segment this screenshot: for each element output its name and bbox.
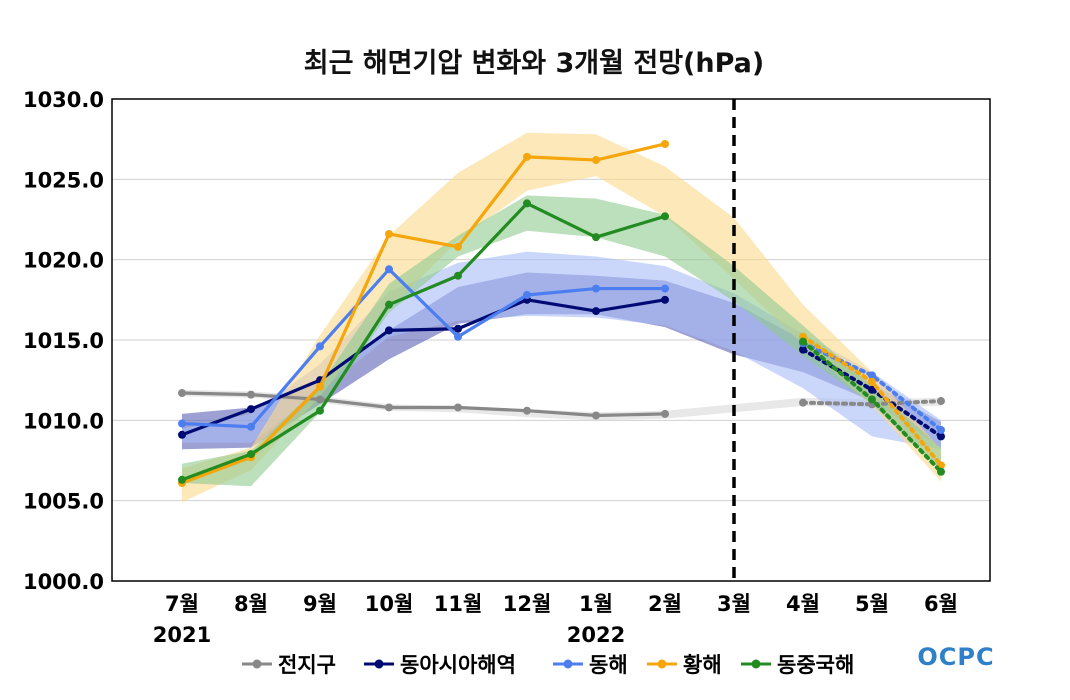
data-point: [661, 409, 669, 418]
data-point: [937, 425, 945, 434]
logo-text: OCPC: [917, 643, 994, 671]
series-line: [181, 298, 666, 437]
x-tick-label: 12월: [503, 592, 552, 616]
x-year-label: 2022: [567, 623, 625, 647]
data-point: [868, 377, 876, 386]
data-point: [937, 467, 945, 476]
y-tick-label: 1000.0: [23, 570, 104, 594]
legend-marker: [657, 659, 667, 669]
series-group: [178, 199, 945, 484]
x-tick-label: 9월: [303, 592, 337, 616]
x-tick-label: 7월: [165, 592, 199, 616]
data-point: [661, 295, 669, 304]
data-point: [316, 395, 324, 404]
data-point: [592, 411, 600, 420]
data-point: [247, 405, 255, 414]
data-point: [523, 199, 531, 208]
x-tick-label: 2월: [648, 592, 682, 616]
data-point: [592, 233, 600, 242]
series-group: [178, 265, 945, 434]
plot-frame: [111, 98, 991, 582]
data-point: [178, 419, 186, 428]
data-point: [385, 326, 393, 335]
data-point: [454, 271, 462, 280]
legend-marker: [751, 659, 761, 669]
legend-label: 동아시아해역: [400, 653, 516, 677]
legend-marker: [563, 659, 573, 669]
data-point: [247, 422, 255, 431]
data-point: [178, 430, 186, 439]
data-point: [799, 398, 807, 407]
y-tick-label: 1020.0: [23, 249, 104, 273]
legend-marker: [252, 659, 262, 669]
series-group: [178, 389, 945, 420]
y-tick-label: 1025.0: [23, 168, 104, 192]
data-point: [661, 284, 669, 293]
confidence-band: [182, 132, 941, 503]
confidence-band: [182, 195, 941, 487]
data-point: [454, 242, 462, 251]
ocpc-logo: OCPC: [917, 643, 994, 671]
data-point: [799, 345, 807, 354]
chart-title: 최근 해면기압 변화와 3개월 전망(hPa): [304, 48, 765, 79]
x-tick-label: 8월: [234, 592, 268, 616]
data-point: [385, 403, 393, 412]
data-point: [592, 307, 600, 316]
x-tick-label: 10월: [365, 592, 414, 616]
series-line: [181, 391, 666, 418]
data-point: [937, 397, 945, 406]
legend: 전지구 동아시아해역 동해 황해 동중국해: [242, 653, 854, 677]
data-point: [937, 432, 945, 441]
data-point: [316, 342, 324, 351]
data-point: [316, 406, 324, 415]
data-point: [454, 324, 462, 333]
data-point: [592, 156, 600, 165]
forecast-line: [801, 399, 943, 407]
data-point: [454, 332, 462, 341]
data-point: [661, 212, 669, 221]
legend-label: 황해: [683, 653, 722, 677]
data-point: [799, 337, 807, 346]
data-point: [385, 300, 393, 309]
y-tick-label: 1005.0: [23, 490, 104, 514]
y-tick-label: 1030.0: [23, 88, 104, 112]
legend-marker: [374, 659, 384, 669]
legend-label: 동해: [589, 653, 628, 677]
data-point: [523, 406, 531, 415]
data-point: [592, 284, 600, 293]
legend-label: 동중국해: [777, 653, 854, 677]
data-point: [247, 450, 255, 459]
data-point: [661, 139, 669, 148]
data-point: [523, 291, 531, 300]
x-tick-label: 3월: [717, 592, 751, 616]
data-point: [316, 382, 324, 391]
x-tick-label: 5월: [855, 592, 889, 616]
data-point: [178, 389, 186, 398]
series-line: [181, 267, 665, 429]
data-point: [868, 371, 876, 380]
x-year-label: 2021: [153, 623, 211, 647]
data-point: [523, 152, 531, 161]
x-axis-ticks: 7월 8월 9월 10월 11월 12월 1월 2월 3월 4월 5월 6월 2021 2022: [153, 592, 958, 647]
x-tick-label: 1월: [579, 592, 613, 616]
legend-label: 전지구: [278, 653, 336, 677]
data-point: [385, 265, 393, 274]
data-point: [868, 385, 876, 394]
x-tick-label: 6월: [924, 592, 958, 616]
x-tick-label: 11월: [434, 592, 483, 616]
series-line: [181, 201, 666, 482]
y-tick-label: 1010.0: [23, 409, 104, 433]
confidence-bands: [182, 132, 941, 503]
data-point: [385, 229, 393, 238]
data-point: [454, 403, 462, 412]
data-point: [247, 390, 255, 399]
series-lines: [178, 139, 945, 487]
y-axis-ticks: 1000.0 1005.0 1010.0 1015.0 1020.0 1025.0 1030…: [23, 88, 104, 594]
x-tick-label: 4월: [786, 592, 820, 616]
data-point: [178, 475, 186, 484]
y-tick-label: 1015.0: [23, 329, 104, 353]
data-point: [868, 395, 876, 404]
